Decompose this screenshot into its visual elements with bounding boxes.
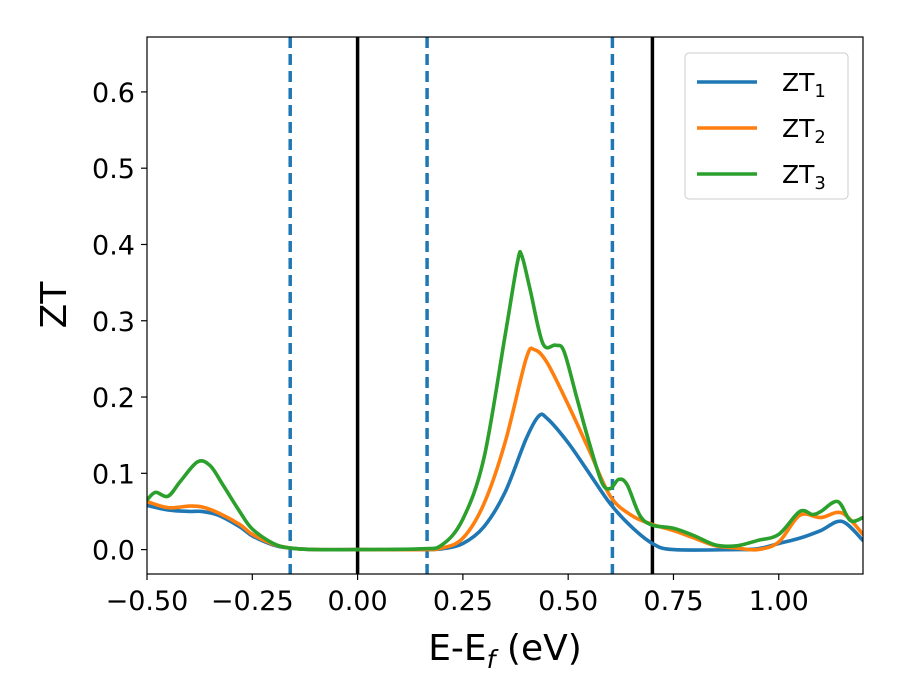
x-tick-label: 0.50 [538,586,598,617]
x-axis: −0.50 −0.25 0.00 0.25 0.50 0.75 1.00 [106,574,809,617]
x-tick-label: −0.50 [106,586,189,617]
y-tick-label: 0.1 [92,459,135,490]
legend-label-zt3: ZT3 [782,160,826,194]
y-tick-label: 0.4 [92,230,135,261]
y-tick-label: 0.0 [92,536,135,567]
x-tick-label: 1.00 [749,586,809,617]
y-axis: 0.0 0.1 0.2 0.3 0.4 0.5 0.6 [92,78,147,567]
legend: ZT1 ZT2 ZT3 [684,52,849,200]
legend-box [684,52,849,200]
reference-lines [288,37,655,574]
y-tick-label: 0.5 [92,154,135,185]
series-line-zt2 [147,346,863,552]
x-axis-label: E-Ef (eV) [428,628,582,674]
y-axis-label: ZT [34,281,75,329]
x-tick-label: 0.00 [328,586,388,617]
x-tick-label: 0.25 [433,586,493,617]
plot-area-frame [146,36,864,575]
legend-label-zt1: ZT1 [782,68,826,102]
y-tick-label: 0.2 [92,383,135,414]
legend-label-zt2: ZT2 [782,114,826,148]
series-line-zt3 [147,249,863,552]
y-tick-label: 0.6 [92,78,135,109]
x-tick-label: −0.25 [211,586,294,617]
y-tick-label: 0.3 [92,307,135,338]
x-tick-label: 0.75 [643,586,703,617]
series-layer [147,249,863,552]
